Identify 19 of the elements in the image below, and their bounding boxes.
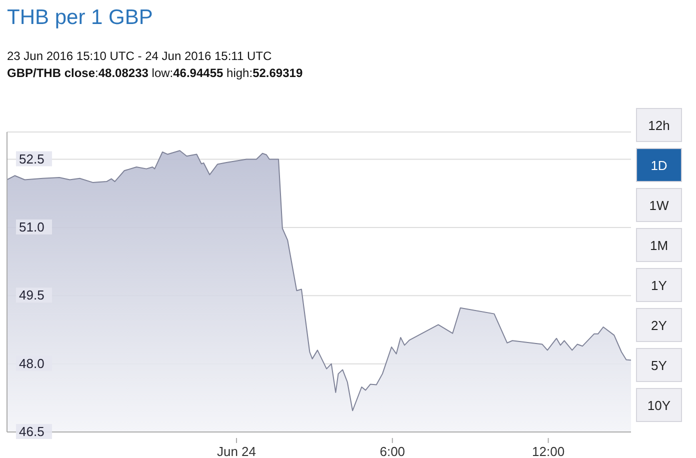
range-button: 1M — [636, 228, 682, 262]
range-button: 1W — [636, 188, 682, 222]
y-tick-label: 48.0 — [19, 356, 44, 371]
x-tick-label: Jun 24 — [216, 444, 256, 458]
y-tick-label: 46.5 — [19, 424, 44, 439]
chart-subtitle: 23 Jun 2016 15:10 UTC - 24 Jun 2016 15:11 UTC — [7, 49, 272, 63]
y-tick-label: 49.5 — [19, 288, 44, 303]
range-button: 10Y — [636, 388, 682, 422]
range-button: 5Y — [636, 348, 682, 382]
x-tick-label: 12:00 — [532, 444, 565, 458]
range-button: 2Y — [636, 308, 682, 342]
x-tick-label: 6:00 — [380, 444, 406, 458]
range-button: 1Y — [636, 268, 682, 302]
text: GBP/THB close:48.08233 low:46.94455 high:52.69319 — [7, 66, 303, 80]
range-button: 1D — [636, 148, 682, 182]
chart-title: THB per 1 GBP — [7, 6, 153, 30]
y-tick-label: 51.0 — [19, 219, 44, 234]
y-tick-label: 52.5 — [19, 151, 44, 166]
range-button: 12h — [636, 108, 682, 142]
